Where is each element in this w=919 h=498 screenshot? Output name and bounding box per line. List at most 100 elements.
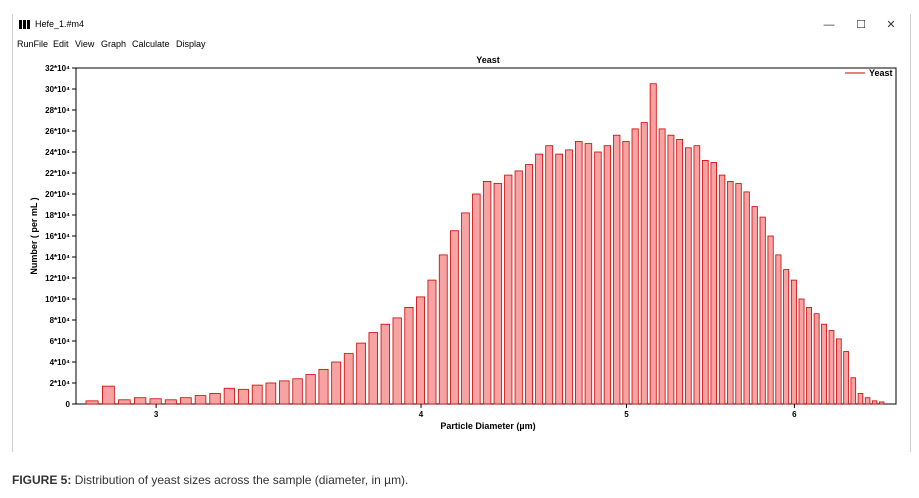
y-tick-label-11: 22*10⁴ [45, 169, 70, 178]
bar-24 [416, 296, 426, 405]
bar-33 [514, 170, 523, 405]
bar-1 [102, 385, 115, 405]
bar-12 [265, 382, 277, 405]
bar-51 [684, 147, 692, 405]
bar-45 [631, 128, 639, 405]
title-bar[interactable]: Hefe_1.#m4 — ☐ ✕ [13, 14, 910, 36]
bar-22 [392, 317, 402, 405]
bar-59 [751, 206, 758, 405]
bar-28 [461, 212, 470, 405]
menu-edit[interactable]: Edit [53, 39, 69, 49]
bar-50 [676, 139, 684, 405]
y-tick-label-6: 12*10⁴ [45, 274, 70, 283]
y-tick-label-5: 10*10⁴ [45, 295, 70, 304]
bar-46 [640, 122, 648, 405]
bar-35 [535, 153, 544, 405]
y-tick-label-1: 2*10⁴ [50, 379, 70, 388]
bar-40 [584, 143, 593, 405]
bar-52 [693, 145, 701, 405]
close-button[interactable]: ✕ [886, 19, 896, 31]
bar-39 [574, 141, 583, 405]
bar-75 [871, 400, 878, 405]
y-tick-label-2: 4*10⁴ [50, 358, 70, 367]
chart-title: Yeast [476, 55, 500, 65]
bar-66 [806, 306, 813, 405]
y-tick-label-12: 24*10⁴ [45, 148, 70, 157]
menu-display[interactable]: Display [176, 39, 206, 49]
bar-41 [594, 151, 602, 405]
bar-57 [735, 183, 742, 405]
y-tick-label-15: 30*10⁴ [45, 85, 70, 94]
x-axis-label: Particle Diameter (µm) [440, 421, 535, 431]
bar-4 [149, 398, 162, 405]
bar-29 [472, 193, 481, 405]
bar-25 [427, 279, 437, 405]
bar-13 [279, 380, 290, 405]
bar-19 [356, 342, 366, 405]
bar-74 [864, 397, 871, 405]
bar-15 [305, 374, 316, 405]
bar-54 [710, 162, 718, 405]
figure-caption: FIGURE 5: Distribution of yeast sizes ac… [12, 473, 408, 487]
bar-63 [783, 269, 790, 405]
bar-6 [179, 397, 192, 405]
y-tick-label-4: 8*10⁴ [50, 316, 70, 325]
y-tick-label-9: 18*10⁴ [45, 211, 70, 220]
bar-18 [343, 353, 354, 405]
app-icon [19, 20, 31, 29]
minimize-button[interactable]: — [823, 19, 835, 31]
maximize-button[interactable]: ☐ [856, 19, 866, 31]
bar-26 [438, 254, 448, 405]
bar-38 [565, 149, 573, 405]
menu-calculate[interactable]: Calculate [132, 39, 170, 49]
bar-43 [613, 134, 621, 405]
y-tick-label-0: 0 [66, 400, 71, 409]
x-tick-label-1: 4 [419, 410, 424, 419]
bar-34 [524, 164, 533, 405]
bar-32 [504, 174, 513, 405]
menu-graph[interactable]: Graph [101, 39, 127, 49]
y-ticks-group: 0 2*10⁴ 4*10⁴ 6*10⁴ 8*10⁴ 10*10⁴ 12*10⁴ 14*10⁴ 1… [45, 64, 76, 409]
bar-16 [318, 368, 329, 405]
menu-view[interactable]: View [75, 39, 95, 49]
bar-17 [331, 361, 342, 405]
bar-48 [658, 128, 666, 405]
bar-68 [821, 323, 827, 405]
y-tick-label-3: 6*10⁴ [50, 337, 70, 346]
bar-42 [603, 145, 612, 405]
window-title: Hefe_1.#m4 [35, 19, 85, 29]
y-axis-label: Number ( per mL ) [29, 197, 39, 274]
bar-37 [555, 153, 564, 405]
caption-text: Distribution of yeast sizes across the s… [74, 473, 409, 487]
bar-70 [835, 338, 842, 405]
legend: Yeast [845, 68, 893, 78]
bar-11 [251, 384, 263, 405]
app-window: Hefe_1.#m4 — ☐ ✕ RunFile Edit View Graph… [12, 14, 911, 452]
bar-30 [482, 180, 492, 405]
bar-76 [878, 401, 885, 405]
bar-10 [237, 388, 249, 405]
bar-5 [164, 399, 177, 405]
bar-62 [775, 254, 782, 405]
x-ticks-group: 3 4 5 6 [154, 404, 797, 419]
bar-0 [85, 400, 99, 405]
bar-56 [727, 180, 734, 405]
y-tick-label-8: 16*10⁴ [45, 232, 70, 241]
y-tick-label-13: 26*10⁴ [45, 127, 70, 136]
yeast-histogram: Yeast 0 2*10⁴ 4*10⁴ 6*10⁴ 8*10⁴ 10*10⁴ 12*10⁴ 1… [29, 55, 897, 431]
menu-runfile[interactable]: RunFile [17, 39, 49, 49]
bar-23 [404, 306, 414, 405]
x-tick-label-0: 3 [154, 410, 159, 419]
bar-21 [380, 323, 391, 405]
bar-60 [759, 216, 766, 405]
bar-9 [223, 387, 235, 405]
bar-20 [368, 332, 379, 405]
bar-73 [857, 393, 864, 405]
menu-bar: RunFile Edit View Graph Calculate Displa… [13, 36, 910, 52]
y-tick-label-7: 14*10⁴ [45, 253, 70, 262]
bar-61 [767, 235, 774, 405]
bar-2 [118, 399, 131, 405]
legend-label-yeast: Yeast [869, 68, 893, 78]
bar-31 [493, 183, 502, 405]
bar-69 [828, 330, 835, 405]
